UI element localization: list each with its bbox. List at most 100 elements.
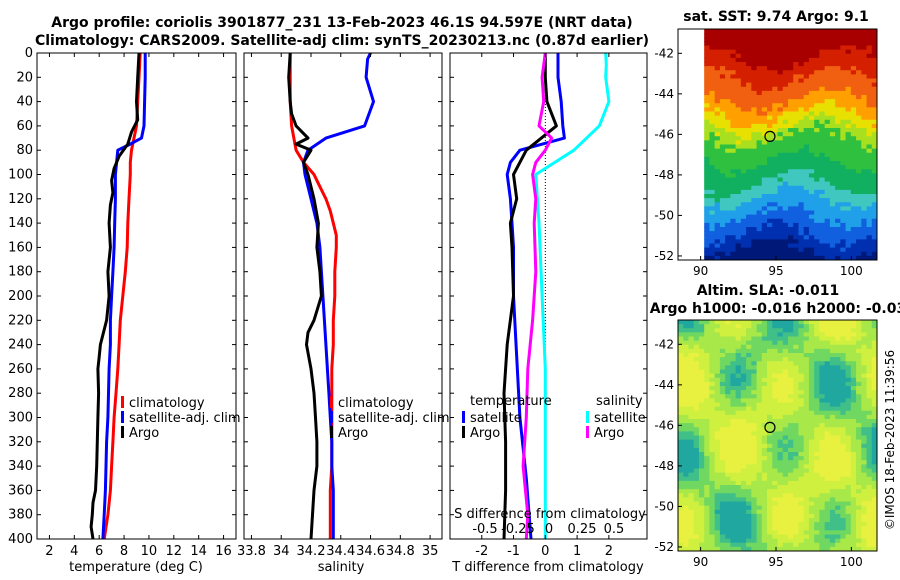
y-tick-label: 80: [16, 143, 33, 158]
sst-map-cell: [840, 206, 847, 212]
sla-map-cell: [861, 443, 868, 449]
sla-map-cell: [735, 328, 742, 333]
sla-map-cell: [735, 357, 742, 362]
sla-map-cell: [777, 546, 784, 551]
sla-map-cell: [819, 324, 826, 329]
sst-map-cell: [761, 185, 768, 191]
sst-map-cell: [777, 231, 784, 236]
sla-map-cell: [751, 427, 758, 432]
sst-map-cell: [767, 136, 773, 141]
sla-map-cell: [683, 538, 690, 544]
sst-map-cell: [772, 255, 779, 260]
sla-map-cell: [693, 369, 700, 375]
sla-map-cell: [751, 332, 758, 338]
sla-map-cell: [761, 406, 768, 412]
sla-map-cell: [824, 464, 831, 470]
sst-map-cell: [777, 103, 784, 108]
sla-map-cell: [693, 485, 700, 490]
sla-map-cell: [725, 324, 731, 329]
sla-map-cell: [725, 423, 731, 428]
sla-map-cell: [746, 485, 752, 490]
sst-map-cell: [751, 132, 758, 137]
sla-map-cell: [704, 447, 711, 453]
sla-map-cell: [845, 464, 852, 470]
sla-map-cell: [814, 348, 820, 354]
sla-map-cell: [719, 357, 726, 362]
sst-map-cell: [730, 177, 737, 183]
sla-map-cell: [746, 522, 752, 527]
sst-map-cell: [767, 99, 773, 104]
sst-map-cell: [782, 235, 789, 240]
sla-map-cell: [761, 328, 768, 333]
sst-map-cell: [746, 49, 752, 55]
sla-map-cell: [840, 419, 847, 424]
sla-map-cell: [808, 353, 815, 358]
sst-map-cell: [829, 45, 836, 51]
sla-map-cell: [698, 410, 705, 416]
sst-map-cell: [740, 119, 747, 125]
sla-map-cell: [819, 452, 826, 457]
sst-map-cell: [787, 194, 794, 199]
sst-map-cell: [756, 210, 763, 216]
sla-map-cell: [782, 344, 789, 350]
sst-map-cell: [730, 99, 737, 104]
sst-map-cell: [730, 239, 737, 245]
sla-map-cell: [719, 480, 726, 486]
sla-map-cell: [746, 443, 752, 449]
sst-map-cell: [719, 218, 726, 224]
sla-map-cell: [698, 485, 705, 490]
sla-map-cell: [740, 460, 747, 465]
sla-map-cell: [740, 394, 747, 399]
legend-label-satellite-adj: satellite-adj. clim: [338, 411, 450, 426]
sla-map-cell: [740, 340, 747, 346]
sst-map-cell: [829, 202, 836, 207]
sst-map-cell: [803, 189, 810, 195]
sla-map-cell: [798, 497, 805, 503]
sst-map-cell: [840, 189, 847, 195]
sla-map-cell: [782, 406, 789, 412]
sst-map-cell: [808, 177, 815, 183]
sst-map-cell: [756, 222, 763, 228]
sst-map-cell: [829, 231, 836, 236]
sst-map-cell: [772, 202, 779, 207]
sla-map-cell: [845, 530, 852, 536]
sst-map-cell: [719, 144, 726, 150]
sla-map-cell: [866, 472, 873, 478]
sla-map-cell: [772, 443, 779, 449]
sla-map-cell: [824, 546, 831, 551]
sst-map-cell: [856, 62, 862, 67]
sla-map-cell: [840, 452, 847, 457]
sst-map-cell: [866, 243, 873, 249]
sla-map-cell: [850, 324, 857, 329]
sst-map-cell: [761, 49, 768, 55]
sst-map-cell: [808, 132, 815, 137]
sla-map-cell: [835, 452, 841, 457]
sla-map-cell: [819, 361, 826, 366]
sla-map-cell: [819, 489, 826, 494]
sla-map-cell: [850, 406, 857, 412]
sla-map-cell: [714, 398, 721, 404]
sla-map-cell: [793, 353, 800, 358]
sla-map-cell: [861, 324, 868, 329]
sla-map-cell: [761, 530, 768, 536]
sst-map-cell: [735, 86, 742, 92]
sla-map-cell: [761, 361, 768, 366]
sst-map-cell: [829, 70, 836, 75]
sst-map-cell: [835, 33, 841, 38]
sla-map-cell: [861, 328, 868, 333]
sla-map-cell: [808, 386, 815, 391]
sla-map-cell: [814, 410, 820, 416]
sst-map-cell: [856, 165, 862, 170]
sst-map-cell: [740, 231, 747, 236]
sla-map-cell: [693, 324, 700, 329]
sst-map-cell: [861, 140, 868, 146]
sst-map-cell: [787, 144, 794, 150]
sst-map-cell: [824, 152, 831, 158]
sla-map-cell: [793, 538, 800, 544]
sla-map-cell: [798, 472, 805, 478]
sla-map-cell: [793, 472, 800, 478]
sst-map-cell: [808, 140, 815, 146]
sst-map-cell: [814, 90, 820, 96]
sst-map-cell: [793, 173, 800, 179]
sst-map-cell: [866, 111, 873, 117]
